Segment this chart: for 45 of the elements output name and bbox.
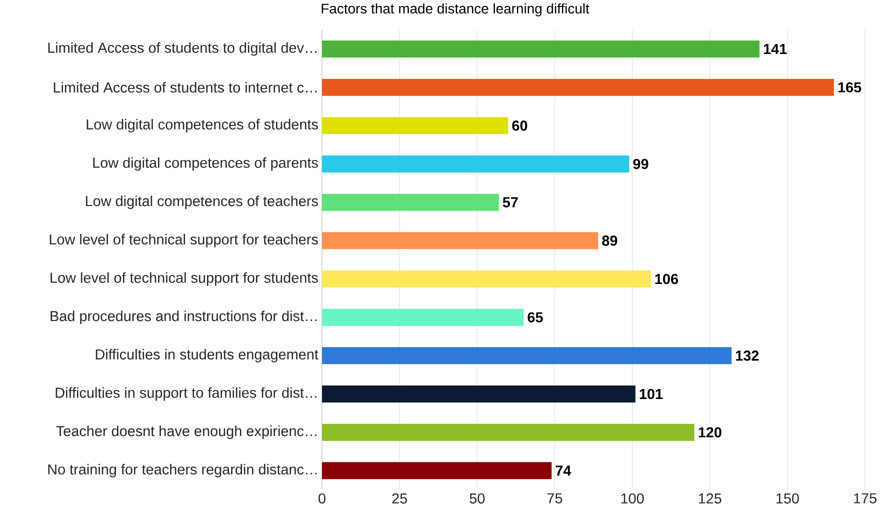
y-tick-label: Low level of technical support for teachers — [50, 234, 318, 248]
x-tick-label: 25 — [392, 493, 408, 504]
y-tick-label: Low digital competences of parents — [93, 157, 318, 171]
data-label: 65 — [528, 312, 543, 323]
data-label: 57 — [502, 197, 518, 208]
data-label: 60 — [512, 120, 528, 131]
x-tick-label: 175 — [854, 493, 876, 504]
bar — [322, 462, 552, 480]
data-label: 89 — [602, 236, 618, 246]
data-label: 106 — [655, 274, 678, 284]
data-label: 165 — [838, 82, 862, 93]
bar — [322, 308, 524, 326]
x-tick-label: 75 — [547, 493, 562, 504]
data-label: 101 — [640, 388, 663, 400]
bar — [322, 270, 651, 288]
data-label: 99 — [633, 158, 648, 170]
y-tick-label: Bad procedures and instructions for dist… — [50, 310, 316, 324]
bar — [322, 194, 499, 211]
bar — [322, 78, 834, 96]
data-label: 120 — [698, 427, 722, 438]
y-tick-label: Low level of technical support for students — [50, 272, 318, 286]
x-tick-label: 150 — [776, 493, 799, 504]
bar — [322, 40, 760, 58]
bar — [322, 347, 732, 364]
data-label: 141 — [764, 44, 787, 54]
x-tick-label: 50 — [470, 493, 485, 504]
y-tick-label: Difficulties in support to families for dist… — [56, 387, 316, 401]
bar — [322, 117, 508, 134]
chart-title: Factors that made distance learning difficult — [322, 3, 590, 16]
bar — [322, 424, 694, 441]
data-label: 74 — [556, 466, 572, 476]
bar — [322, 156, 630, 173]
y-tick-label: Teacher doesnt have enough expirienc… — [56, 426, 316, 440]
y-tick-label: No training for teachers regardin distanc… — [48, 464, 316, 478]
bar — [322, 386, 636, 403]
y-tick-label: Low digital competences of teachers — [86, 196, 318, 210]
x-tick-label: 100 — [621, 493, 644, 504]
y-tick-label: Limited Access of students to digital dev… — [48, 42, 316, 56]
bar — [322, 232, 598, 250]
y-tick-label: Difficulties in students engagement — [96, 349, 318, 362]
x-tick-label: 0 — [318, 493, 326, 504]
y-tick-label: Limited Access of students to internet c… — [54, 82, 316, 93]
x-tick-label: 125 — [698, 493, 722, 504]
y-tick-label: Low digital competences of students — [86, 119, 318, 132]
data-label: 132 — [736, 350, 759, 361]
